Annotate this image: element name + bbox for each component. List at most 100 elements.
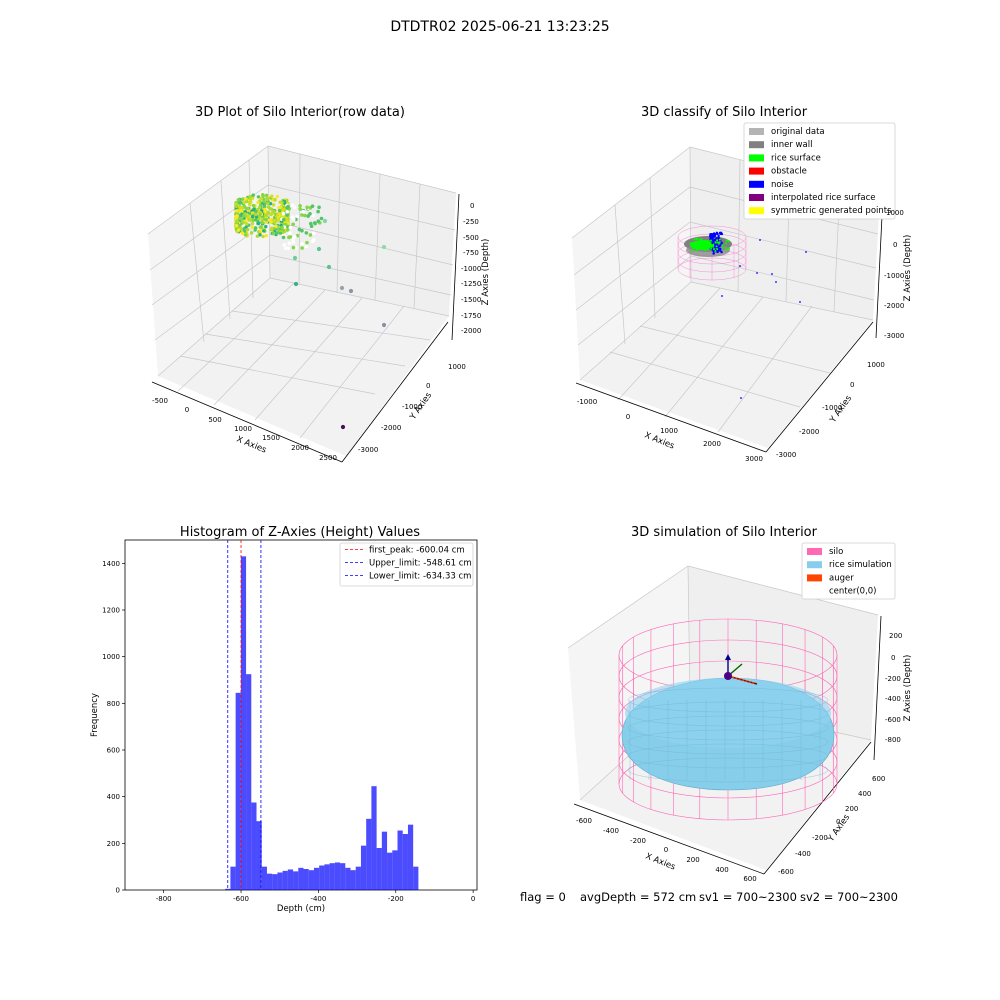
p1-point bbox=[253, 226, 258, 230]
hist-bar bbox=[355, 866, 361, 890]
p1-point bbox=[281, 235, 286, 240]
p1-point bbox=[238, 205, 243, 210]
p2-ytick-2: -1000 bbox=[822, 404, 842, 412]
p1-point bbox=[340, 424, 346, 430]
hist-bar bbox=[272, 874, 278, 890]
hist-title: Histogram of Z-Axies (Height) Values bbox=[180, 525, 420, 540]
p1-point bbox=[239, 221, 244, 226]
p2-rice-point bbox=[716, 239, 719, 242]
p2-noise-point bbox=[759, 239, 761, 241]
hist-y-ticks: 0 200 400 600 800 1000 1200 1400 bbox=[102, 560, 125, 895]
p2-ztick-2: -1000 bbox=[884, 272, 904, 280]
p2-rice-point bbox=[691, 250, 694, 253]
p2-noise-point bbox=[715, 243, 719, 246]
hist-bar bbox=[319, 865, 325, 890]
hist-xlabel: Depth (cm) bbox=[277, 904, 325, 914]
p1-point bbox=[288, 225, 293, 230]
p1-point bbox=[258, 205, 262, 209]
p4-rice-mesh-ring bbox=[627, 715, 829, 741]
p1-ztick-4: -1000 bbox=[461, 265, 481, 273]
p1-point bbox=[266, 205, 271, 209]
p2-noise-point bbox=[775, 281, 777, 283]
hist-bar bbox=[329, 863, 335, 890]
hist-xtick-label: -400 bbox=[310, 895, 326, 903]
p4-ytick-6: -600 bbox=[778, 868, 794, 876]
p1-point bbox=[317, 205, 321, 210]
p1-ytick-2: -1000 bbox=[402, 403, 422, 411]
p2-ztick-3: -2000 bbox=[884, 302, 904, 310]
p1-point bbox=[300, 246, 304, 250]
legend-label: auger bbox=[829, 573, 854, 583]
p2-xtick-4: 3000 bbox=[745, 455, 763, 463]
hist-bar bbox=[225, 888, 231, 890]
p1-xtick-6: 2500 bbox=[319, 454, 337, 462]
p1-point bbox=[273, 198, 277, 202]
p2-xtick-2: 1000 bbox=[660, 427, 678, 435]
hist-bar bbox=[407, 824, 414, 890]
hist-xtick-label: -200 bbox=[388, 895, 404, 903]
p2-rice-point bbox=[694, 244, 697, 247]
p1-point bbox=[268, 201, 273, 206]
p1-point bbox=[242, 226, 246, 231]
hist-bar bbox=[397, 830, 403, 890]
legend-label: interpolated rice surface bbox=[771, 193, 876, 203]
p1-ztick-1: -250 bbox=[463, 218, 479, 226]
p2-rice-point bbox=[708, 240, 711, 243]
p2-rice-point bbox=[716, 248, 719, 251]
hist-bar bbox=[277, 872, 283, 890]
p1-point bbox=[316, 209, 320, 214]
p1-point bbox=[270, 194, 274, 198]
hist-xtick-label: -800 bbox=[156, 895, 172, 903]
p1-point bbox=[348, 288, 354, 294]
legend-swatch bbox=[749, 194, 764, 201]
p4-ytick-3: 0 bbox=[836, 818, 840, 826]
p1-point bbox=[308, 233, 313, 237]
p2-rice-point bbox=[722, 246, 725, 249]
p2-noise-point bbox=[720, 241, 723, 244]
p1-point bbox=[266, 201, 270, 205]
p1-point bbox=[312, 237, 316, 242]
p1-ztick-0: 0 bbox=[470, 202, 474, 210]
hist-ytick-label: 1400 bbox=[102, 560, 120, 568]
p1-point bbox=[285, 210, 290, 214]
panel1-title: 3D Plot of Silo Interior(row data) bbox=[195, 105, 405, 120]
p4-xtick-5: 400 bbox=[715, 866, 728, 874]
p2-noise-point bbox=[771, 273, 773, 275]
p2-rice-point bbox=[724, 242, 727, 245]
p2-rice-point bbox=[714, 250, 717, 253]
hist-bar bbox=[392, 850, 398, 890]
p2-rice-point bbox=[715, 245, 718, 248]
hist-bar bbox=[360, 845, 367, 890]
p1-point bbox=[300, 241, 304, 246]
p1-point bbox=[282, 208, 286, 212]
p2-rice-point bbox=[727, 247, 730, 250]
legend-swatch bbox=[807, 548, 822, 555]
p1-point bbox=[256, 200, 260, 205]
hist-xtick-label: -600 bbox=[233, 895, 249, 903]
p2-noise-point bbox=[717, 236, 720, 239]
panel-3d-simulation: 3D simulation of Silo Interior bbox=[567, 525, 913, 883]
p1-point bbox=[278, 200, 282, 204]
hist-bar bbox=[303, 869, 309, 890]
p4-zlabel: Z Axies (Depth) bbox=[903, 655, 913, 722]
p2-noise-point bbox=[711, 241, 714, 245]
hist-xtick-label: 0 bbox=[471, 895, 475, 903]
legend-label: symmetric generated points bbox=[771, 206, 892, 216]
hist-bar bbox=[256, 821, 262, 890]
p1-point bbox=[235, 209, 239, 213]
hist-bar bbox=[235, 692, 241, 890]
p1-ztick-2: -500 bbox=[463, 234, 479, 242]
p1-point bbox=[264, 217, 268, 222]
p1-point bbox=[239, 201, 243, 205]
panel-histogram: Histogram of Z-Axies (Height) Values -80… bbox=[90, 525, 478, 914]
p1-point bbox=[310, 204, 315, 208]
p1-point bbox=[258, 225, 263, 229]
p2-ytick-0: 1000 bbox=[867, 361, 885, 369]
p2-rice-point bbox=[695, 248, 698, 251]
hist-plot-area bbox=[124, 539, 478, 891]
p2-rice-point bbox=[693, 238, 696, 241]
p1-point bbox=[274, 224, 278, 228]
p2-noise-point bbox=[718, 249, 722, 252]
p4-ztick-5: -800 bbox=[885, 736, 901, 744]
footer-sv2: sv2 = 700~2300 bbox=[800, 890, 898, 904]
